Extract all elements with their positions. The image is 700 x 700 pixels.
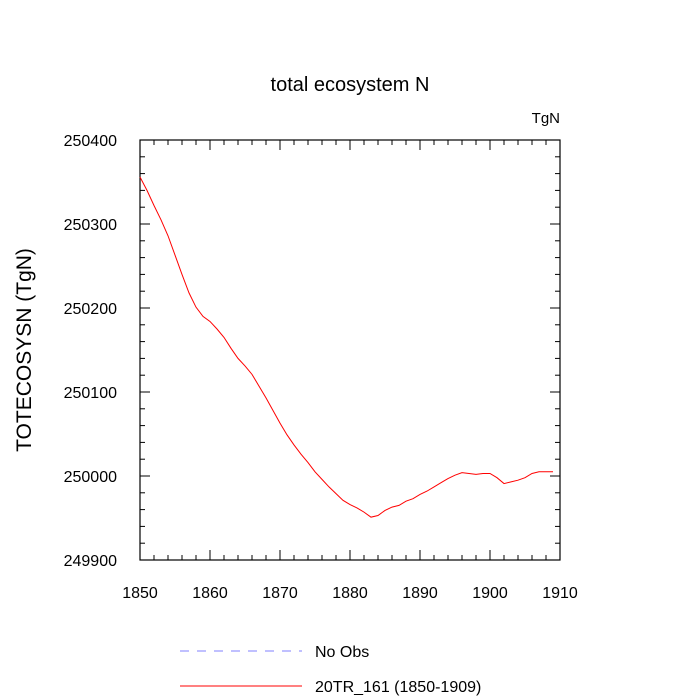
- legend-label-no-obs: No Obs: [315, 644, 369, 661]
- units-label: TgN: [532, 110, 560, 127]
- y-tick-labels: 249900 250000 250100 250200 250300 250400: [64, 133, 117, 570]
- y-tick-label: 250000: [64, 469, 117, 486]
- plot-frame: [139, 139, 561, 561]
- x-tick-label: 1880: [332, 585, 368, 602]
- x-tick-labels: 1850 1860 1870 1880 1890 1900 1910: [122, 585, 578, 602]
- axis-ticks: [139, 139, 561, 561]
- x-tick-label: 1850: [122, 585, 158, 602]
- legend: No Obs 20TR_161 (1850-1909): [180, 644, 481, 696]
- y-tick-label: 250300: [64, 217, 117, 234]
- y-tick-label: 250400: [64, 133, 117, 150]
- y-tick-label: 250200: [64, 301, 117, 318]
- y-axis-label: TOTECOSYSN (TgN): [13, 248, 36, 452]
- y-tick-label: 250100: [64, 385, 117, 402]
- x-tick-label: 1900: [472, 585, 508, 602]
- series-line-1: [139, 176, 553, 518]
- series-layer: [139, 176, 553, 518]
- chart-title: total ecosystem N: [271, 74, 430, 96]
- x-tick-label: 1910: [542, 585, 578, 602]
- y-tick-label: 249900: [64, 553, 117, 570]
- legend-label-20tr-161: 20TR_161 (1850-1909): [315, 679, 481, 696]
- x-tick-label: 1890: [402, 585, 438, 602]
- x-tick-label: 1860: [192, 585, 228, 602]
- x-tick-label: 1870: [262, 585, 298, 602]
